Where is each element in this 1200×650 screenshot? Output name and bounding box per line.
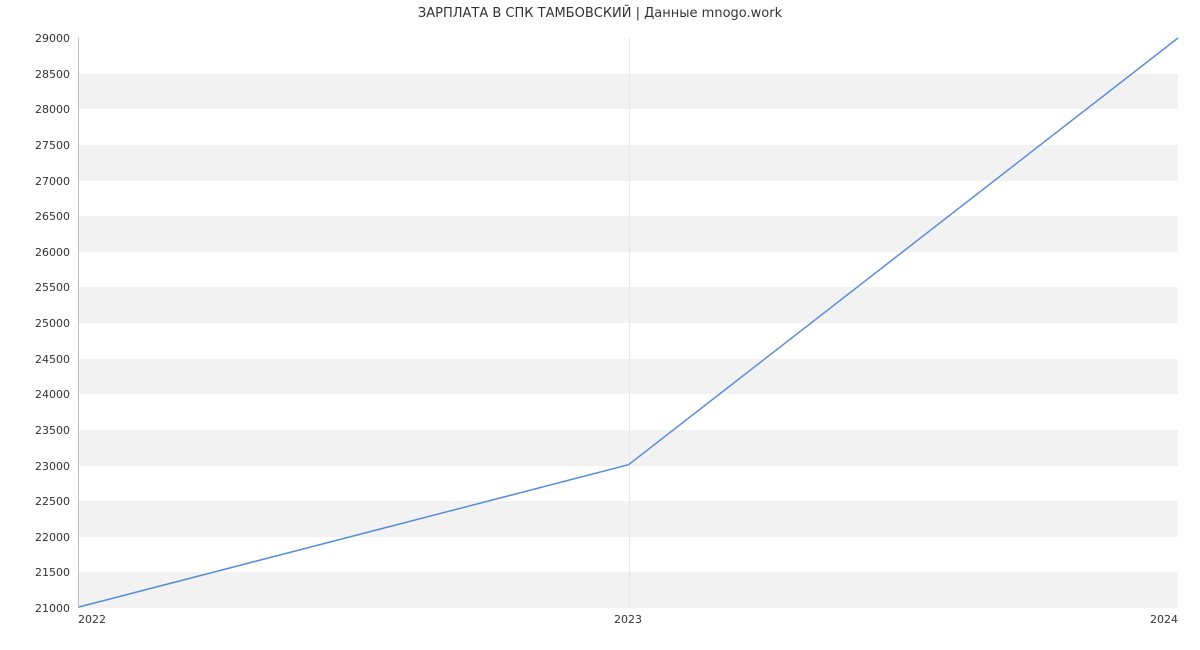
y-tick-label: 21000 [10,603,70,614]
x-tick-label: 2022 [78,614,138,625]
y-tick-label: 22000 [10,532,70,543]
y-tick-label: 21500 [10,567,70,578]
y-tick-label: 25000 [10,318,70,329]
y-tick-label: 26000 [10,247,70,258]
y-tick-label: 29000 [10,33,70,44]
chart-container: ЗАРПЛАТА В СПК ТАМБОВСКИЙ | Данные mnogo… [0,0,1200,650]
y-tick-label: 24000 [10,389,70,400]
plot-area [78,38,1178,608]
x-tick-label: 2023 [598,614,658,625]
y-tick-label: 25500 [10,282,70,293]
y-tick-label: 28000 [10,104,70,115]
y-tick-label: 28500 [10,69,70,80]
series-line-salary [79,38,1178,607]
y-tick-label: 23500 [10,425,70,436]
y-tick-label: 22500 [10,496,70,507]
y-tick-label: 24500 [10,354,70,365]
y-tick-label: 26500 [10,211,70,222]
y-tick-label: 27500 [10,140,70,151]
x-tick-label: 2024 [1118,614,1178,625]
y-tick-label: 27000 [10,176,70,187]
y-tick-label: 23000 [10,461,70,472]
line-series-svg [79,38,1178,607]
chart-title: ЗАРПЛАТА В СПК ТАМБОВСКИЙ | Данные mnogo… [0,6,1200,21]
